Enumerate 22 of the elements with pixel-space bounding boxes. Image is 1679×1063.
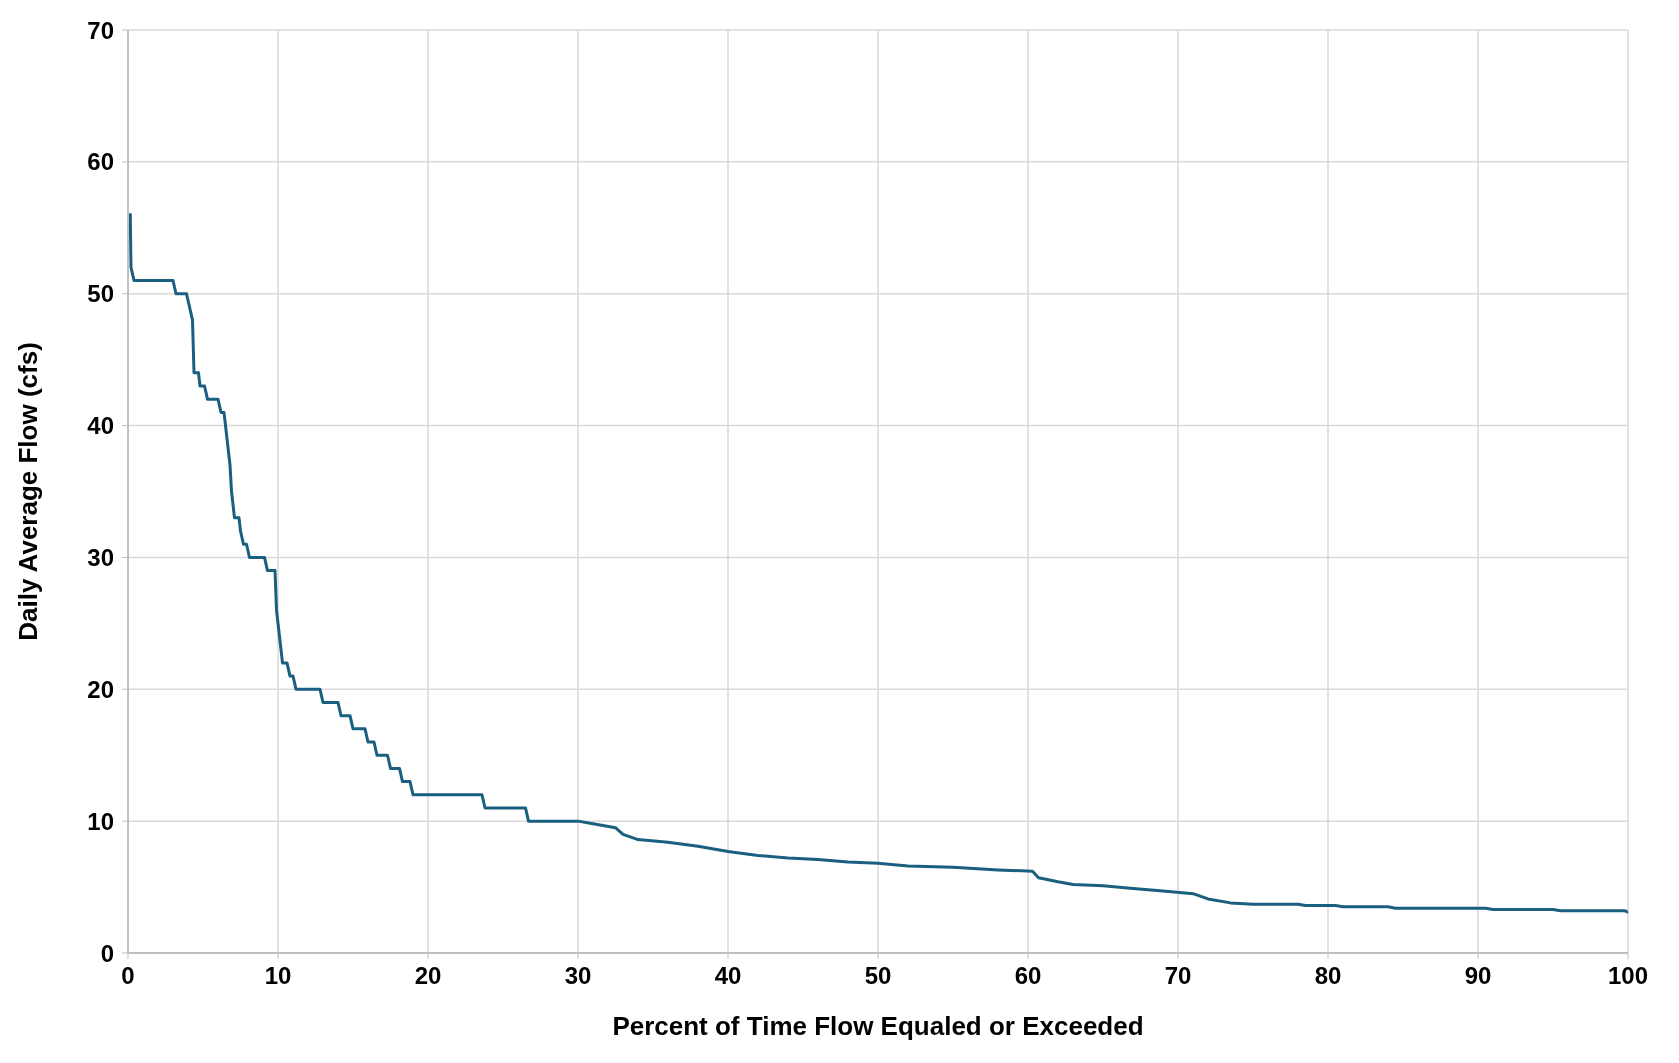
x-tick-label: 50 xyxy=(864,962,892,990)
x-tick-label: 40 xyxy=(714,962,742,990)
x-axis-title: Percent of Time Flow Equaled or Exceeded xyxy=(612,1011,1144,1041)
y-tick-label: 70 xyxy=(87,16,114,44)
x-tick-label: 10 xyxy=(264,962,292,990)
y-tick-label: 20 xyxy=(87,675,114,703)
y-tick-label: 50 xyxy=(87,280,114,308)
x-tick-label: 100 xyxy=(1607,962,1649,990)
x-tick-label: 0 xyxy=(121,962,135,990)
y-tick-label: 60 xyxy=(87,148,114,176)
y-tick-label: 10 xyxy=(87,807,114,835)
x-tick-label: 90 xyxy=(1464,962,1492,990)
y-tick-label: 30 xyxy=(87,543,114,571)
line-series xyxy=(128,213,1628,914)
x-tick-label: 60 xyxy=(1014,962,1042,990)
y-axis-title: Daily Average Flow (cfs) xyxy=(13,342,44,641)
x-tick-label: 30 xyxy=(564,962,592,990)
y-tick-label: 0 xyxy=(100,939,114,967)
x-tick-label: 80 xyxy=(1314,962,1342,990)
x-tick-label: 20 xyxy=(414,962,442,990)
x-tick-label: 70 xyxy=(1164,962,1192,990)
y-tick-label: 40 xyxy=(87,412,114,440)
